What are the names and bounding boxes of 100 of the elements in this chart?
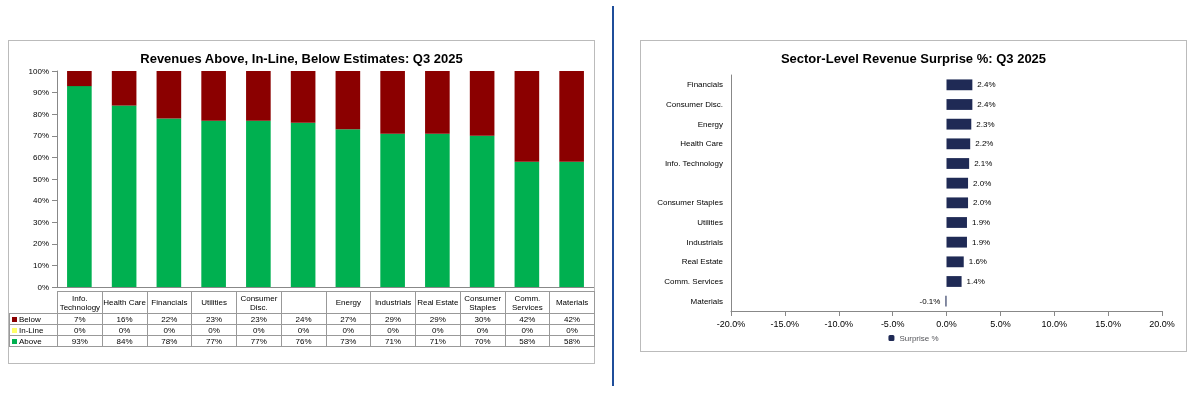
data-label: 0% [505, 324, 550, 336]
bar [946, 99, 973, 110]
data-label: 1.4% [966, 277, 985, 286]
x-tick-label: -15.0% [770, 318, 800, 329]
data-label: 2.0% [973, 198, 992, 208]
data-label: 16% [102, 313, 147, 325]
data-label: 58% [505, 335, 550, 347]
data-label: 0% [415, 324, 461, 336]
y-tick-label: Financials [686, 80, 723, 90]
data-label: 23% [191, 313, 237, 325]
y-tick-label: 0% [37, 282, 49, 292]
x-tick-label: Real Estate [415, 291, 461, 314]
data-label: 58% [549, 335, 595, 347]
data-label: 23% [236, 313, 282, 325]
bar [335, 129, 361, 287]
x-tick-label: Materials [549, 291, 595, 314]
data-label: 2.2% [975, 139, 994, 149]
data-label: 73% [326, 335, 371, 347]
data-label: 0% [370, 324, 416, 336]
bar [946, 256, 964, 268]
bar [946, 118, 972, 130]
y-tick-label: 100% [28, 66, 49, 76]
x-tick-label: Utilities [191, 291, 237, 314]
data-label: 71% [370, 335, 416, 347]
bar [946, 217, 967, 228]
x-tick-label: Financials [147, 291, 192, 314]
bar [111, 105, 137, 287]
y-tick-label: Info. Technology [664, 159, 723, 168]
chart-title: Revenues Above, In-Line, Below Estimates: Q3 2025 [140, 51, 463, 66]
y-tick-label: Energy [697, 119, 723, 129]
data-label: 22% [147, 313, 192, 325]
data-label: 42% [505, 313, 550, 325]
data-label: 0% [281, 324, 326, 336]
data-label: 24% [281, 313, 326, 325]
bar [156, 118, 182, 287]
y-tick-label: Consumer Staples [657, 198, 723, 208]
bar [946, 276, 962, 287]
x-tick-label: Consumer Staples [460, 291, 505, 314]
x-tick-label: Energy [326, 291, 371, 314]
bar [469, 71, 495, 136]
x-tick-label: Industrials [370, 291, 416, 314]
bar [380, 71, 405, 134]
y-tick-label: 50% [32, 174, 49, 184]
legend-label: Surprise % [899, 333, 939, 343]
data-label: 77% [236, 335, 282, 347]
bar [290, 71, 316, 123]
bar [946, 197, 969, 209]
bar [201, 120, 226, 287]
legend-label: Below [9, 313, 58, 325]
data-label: 7% [57, 313, 103, 325]
legend-label: Above [9, 335, 58, 347]
x-tick-label: 0.0% [936, 318, 957, 329]
bar [514, 71, 540, 162]
x-tick-label: Consumer Disc. [236, 291, 282, 314]
x-tick-label: Comm. Services [505, 291, 550, 314]
y-tick-label: 80% [32, 109, 49, 119]
data-label: 2.1% [974, 159, 993, 168]
data-label: 0% [191, 324, 237, 336]
data-label: 1.6% [968, 257, 987, 267]
bar [111, 71, 137, 106]
bar [514, 161, 540, 287]
data-label: 0% [236, 324, 282, 336]
x-tick-label: 10.0% [1041, 318, 1068, 329]
data-label: 0% [57, 324, 103, 336]
data-label: -0.1% [919, 296, 941, 306]
data-label: 0% [460, 324, 505, 336]
data-label: 2.4% [977, 80, 996, 90]
x-tick-label: -5.0% [880, 318, 905, 329]
data-label: 29% [370, 313, 416, 325]
y-tick-label: 40% [32, 196, 49, 206]
data-label: 1.9% [971, 237, 991, 247]
x-tick-label: 15.0% [1095, 318, 1121, 329]
bar [469, 135, 495, 287]
data-label: 78% [147, 335, 192, 347]
bar [380, 133, 405, 287]
y-tick-label: Industrials [686, 237, 723, 247]
bar [559, 161, 584, 287]
data-label: 2.4% [977, 100, 996, 109]
bar [946, 79, 973, 91]
data-label: 2.3% [976, 119, 995, 129]
x-tick-label: Health Care [102, 291, 147, 314]
y-tick-label: Comm. Services [664, 277, 723, 286]
bar [946, 177, 969, 189]
bar [946, 138, 971, 150]
data-label: 84% [102, 335, 147, 347]
bar [335, 71, 361, 130]
bar [156, 71, 182, 119]
data-label: 76% [281, 335, 326, 347]
data-label: 27% [326, 313, 371, 325]
x-tick-label: -10.0% [824, 318, 854, 329]
bar [201, 71, 226, 121]
bar [67, 86, 92, 287]
bar [946, 158, 970, 169]
bar [425, 71, 450, 134]
y-tick-label: 20% [32, 239, 49, 249]
data-label: 1.9% [971, 218, 991, 227]
y-tick-label: Consumer Disc. [666, 100, 723, 109]
legend-label: In-Line [9, 324, 58, 336]
data-label: 77% [191, 335, 237, 347]
y-tick-label: Real Estate [681, 257, 724, 267]
